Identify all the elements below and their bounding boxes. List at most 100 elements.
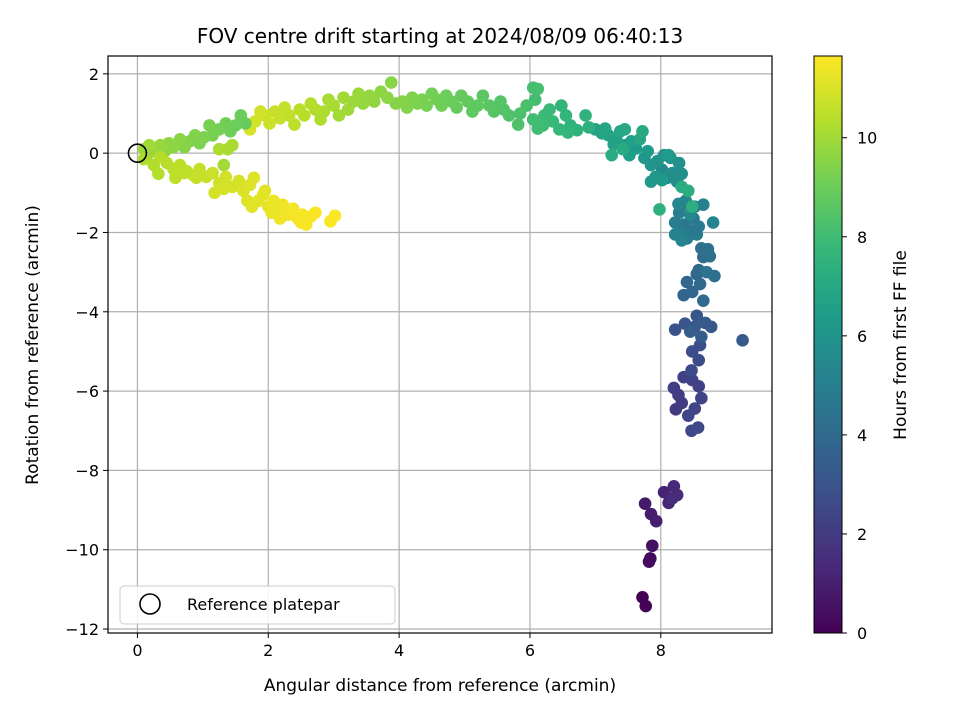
data-point — [466, 105, 479, 118]
data-point — [309, 206, 322, 219]
x-axis-ticks: 0 2 4 6 8 — [132, 633, 666, 660]
data-point — [618, 123, 632, 136]
data-point — [232, 174, 246, 188]
data-point — [286, 202, 300, 215]
data-point — [680, 275, 694, 289]
data-point — [681, 184, 695, 198]
data-points — [137, 76, 749, 613]
data-point — [662, 148, 675, 162]
x-tick-label: 4 — [394, 641, 404, 660]
data-point — [695, 391, 708, 405]
data-point — [203, 119, 216, 132]
legend-label: Reference platepar — [187, 595, 340, 614]
data-point — [683, 325, 697, 338]
data-point — [494, 95, 507, 108]
data-point — [666, 491, 679, 505]
data-point — [337, 91, 350, 104]
x-tick-label: 6 — [525, 641, 535, 660]
data-point — [681, 409, 695, 422]
data-point — [405, 91, 419, 104]
data-point — [691, 421, 705, 434]
data-point — [692, 380, 706, 393]
data-point — [314, 113, 327, 126]
x-axis-label: Angular distance from reference (arcmin) — [264, 676, 616, 696]
data-point — [704, 320, 718, 334]
data-point — [638, 497, 652, 511]
data-point — [672, 197, 685, 211]
plot-frame — [107, 55, 773, 634]
colorbar-tick-label: 10 — [857, 129, 877, 148]
data-point — [297, 212, 311, 225]
data-point — [190, 171, 203, 185]
data-point — [268, 105, 282, 118]
grid — [108, 56, 772, 633]
data-point — [644, 175, 658, 189]
reference-marker — [127, 143, 148, 163]
y-tick-label: 0 — [89, 144, 99, 163]
data-point — [685, 200, 699, 213]
data-point — [598, 122, 612, 135]
colorbar-tick-label: 0 — [857, 624, 867, 643]
data-point — [212, 142, 226, 156]
data-point — [616, 142, 630, 156]
colorbar-tick-label: 4 — [857, 426, 867, 445]
data-point — [142, 138, 156, 152]
data-point — [322, 93, 335, 106]
data-point — [685, 285, 699, 299]
x-tick-label: 8 — [656, 641, 666, 660]
data-point — [675, 234, 689, 247]
data-point — [425, 87, 439, 100]
data-point — [217, 182, 231, 196]
colorbar-tick-label: 8 — [857, 228, 867, 247]
data-point — [690, 228, 704, 241]
data-point — [649, 514, 663, 528]
data-point — [605, 148, 619, 162]
data-point — [653, 203, 666, 216]
data-point — [513, 107, 527, 120]
data-point — [374, 85, 388, 98]
legend-marker — [139, 593, 161, 615]
data-point — [276, 198, 289, 212]
data-point — [341, 103, 355, 116]
data-point — [579, 109, 592, 122]
data-point — [668, 323, 682, 336]
y-tick-label: −6 — [75, 382, 99, 401]
data-point — [217, 158, 231, 172]
data-point — [690, 309, 704, 323]
y-tick-label: −2 — [75, 223, 99, 242]
legend: Reference platepar — [119, 585, 396, 625]
data-point — [356, 97, 370, 110]
data-point — [695, 330, 708, 344]
data-point — [476, 89, 490, 102]
data-point — [675, 167, 689, 181]
data-point — [278, 101, 291, 114]
data-point — [692, 353, 706, 367]
data-point — [384, 76, 398, 89]
data-point — [304, 97, 318, 110]
data-point — [700, 265, 713, 279]
y-tick-label: −8 — [75, 461, 99, 480]
data-point — [245, 200, 259, 213]
data-point — [642, 555, 656, 568]
data-point — [695, 242, 708, 255]
data-point — [538, 109, 551, 122]
colorbar-label: Hours from first FF file — [891, 250, 911, 440]
data-point — [258, 184, 272, 198]
data-point — [332, 109, 346, 122]
data-point — [685, 364, 698, 377]
y-axis-ticks: −12 −10 −8 −6 −4 −2 0 2 — [65, 65, 108, 639]
chart-title: FOV centre drift starting at 2024/08/09 … — [197, 24, 683, 48]
data-point — [178, 166, 191, 180]
data-point — [526, 113, 540, 126]
y-tick-label: −10 — [65, 541, 99, 560]
x-tick-label: 0 — [132, 641, 142, 660]
data-point — [582, 121, 596, 134]
data-point — [639, 599, 653, 613]
data-point — [645, 539, 659, 553]
data-point — [555, 99, 568, 112]
data-point — [226, 138, 239, 152]
data-point — [655, 173, 669, 187]
colorbar-tick-label: 6 — [857, 327, 867, 346]
data-point — [668, 216, 682, 229]
